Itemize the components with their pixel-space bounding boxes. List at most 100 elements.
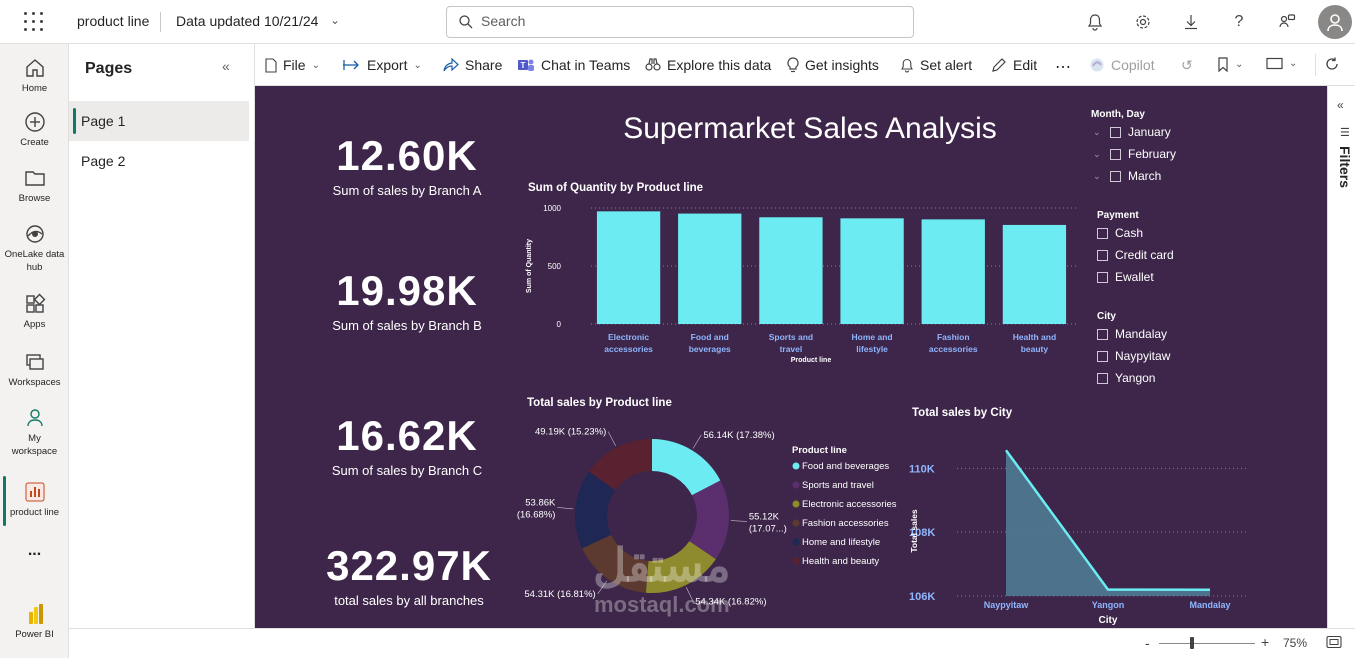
- filter-funnel-icon: ☰: [1340, 127, 1350, 139]
- checkbox[interactable]: [1097, 372, 1108, 384]
- share-button[interactable]: Share: [443, 57, 502, 73]
- x-tick-label: Food and: [691, 332, 729, 342]
- export-menu[interactable]: Export ⌄: [343, 57, 422, 73]
- checkbox[interactable]: [1097, 249, 1108, 261]
- lightbulb-icon: [787, 57, 799, 73]
- status-bar: - + 75%: [69, 628, 1355, 658]
- gear-icon[interactable]: [1132, 11, 1154, 33]
- quantity-bar-chart[interactable]: 0 500 1000 Sum of Quantity Electronic accesso…: [523, 198, 1083, 368]
- legend-item: Food and beverages: [802, 461, 889, 472]
- pages-title: Pages: [85, 60, 133, 77]
- search-input[interactable]: [481, 13, 881, 29]
- expand-icon[interactable]: «: [1337, 98, 1344, 112]
- zoom-in-button[interactable]: +: [1261, 634, 1270, 650]
- payment-option-credit-card[interactable]: Credit card: [1097, 248, 1174, 262]
- nav-home[interactable]: Home: [0, 56, 69, 95]
- report-icon: [25, 482, 44, 502]
- payment-slicer-title: Payment: [1097, 210, 1139, 221]
- chevron-down-icon[interactable]: ⌄: [1093, 148, 1101, 159]
- kpi-value-branch-b: 19.98K: [336, 267, 478, 314]
- nav-workspaces[interactable]: Workspaces: [0, 350, 69, 389]
- checkbox[interactable]: [1097, 227, 1108, 239]
- checkbox[interactable]: [1110, 126, 1121, 138]
- chevron-down-icon: ⌄: [1235, 59, 1244, 70]
- donut-slice: [575, 471, 616, 549]
- nav-apps[interactable]: Apps: [0, 292, 69, 331]
- page-tab-2[interactable]: Page 2: [81, 153, 126, 169]
- app-launcher-icon[interactable]: [24, 12, 44, 32]
- data-updated-dropdown[interactable]: Data updated 10/21/24: [176, 13, 319, 29]
- month-option-march[interactable]: ⌄ March: [1093, 169, 1161, 183]
- option-label: Ewallet: [1115, 270, 1154, 284]
- month-option-january[interactable]: ⌄ January: [1093, 125, 1171, 139]
- zoom-slider-track[interactable]: [1159, 643, 1255, 644]
- edit-button[interactable]: Edit: [991, 57, 1037, 73]
- city-option-yangon[interactable]: Yangon: [1097, 371, 1155, 385]
- x-tick-label: Naypyitaw: [984, 600, 1030, 610]
- x-tick-label: Mandalay: [1189, 600, 1230, 610]
- sales-donut-chart[interactable]: 56.14K (17.38%) 55.12K(17.07...) 54.34K (1…: [517, 416, 917, 621]
- zoom-slider-thumb[interactable]: [1190, 637, 1194, 649]
- nav-power-bi[interactable]: Power BI: [0, 602, 69, 641]
- feedback-icon[interactable]: [1276, 11, 1298, 33]
- download-icon[interactable]: [1180, 11, 1202, 33]
- person-icon: [26, 409, 43, 427]
- data-label: 49.19K (15.23%): [535, 427, 606, 438]
- chevron-down-icon: ⌄: [1289, 58, 1298, 69]
- city-option-naypyitaw[interactable]: Naypyitaw: [1097, 349, 1170, 363]
- search-box[interactable]: [446, 6, 914, 38]
- legend-item: Fashion accessories: [802, 518, 889, 529]
- bar: [840, 218, 904, 324]
- bookmark-menu[interactable]: ⌄: [1217, 57, 1243, 72]
- more-icon[interactable]: ...: [27, 542, 42, 559]
- checkbox[interactable]: [1110, 170, 1121, 182]
- legend-item: Electronic accessories: [802, 499, 897, 510]
- reset-icon[interactable]: ↺: [1181, 57, 1193, 73]
- chat-in-teams-button[interactable]: T Chat in Teams: [517, 57, 630, 73]
- payment-option-ewallet[interactable]: Ewallet: [1097, 270, 1154, 284]
- zoom-out-button[interactable]: -: [1145, 635, 1150, 651]
- chevron-down-icon[interactable]: ⌄: [1093, 126, 1101, 137]
- fit-to-page-icon[interactable]: [1326, 635, 1342, 654]
- payment-option-cash[interactable]: Cash: [1097, 226, 1143, 240]
- x-tick-label: Electronic: [608, 332, 649, 342]
- data-label: 54.31K (16.81%): [524, 589, 595, 600]
- avatar[interactable]: [1318, 5, 1352, 39]
- page-tab-1[interactable]: Page 1: [69, 101, 249, 141]
- month-option-february[interactable]: ⌄ February: [1093, 147, 1176, 161]
- checkbox[interactable]: [1110, 148, 1121, 160]
- option-label: March: [1128, 169, 1162, 183]
- chevron-down-icon[interactable]: ⌄: [330, 13, 341, 27]
- nav-create[interactable]: Create: [0, 110, 69, 149]
- set-alert-button[interactable]: Set alert: [900, 57, 972, 73]
- view-menu[interactable]: ⌄: [1266, 57, 1297, 70]
- filters-pane[interactable]: « ☰ Filters: [1327, 86, 1355, 628]
- checkbox[interactable]: [1097, 328, 1108, 340]
- nav-browse[interactable]: Browse: [0, 166, 69, 205]
- kpi-value-total: 322.97K: [326, 542, 492, 589]
- file-menu[interactable]: File ⌄: [265, 57, 320, 73]
- bar: [921, 219, 985, 324]
- city-option-mandalay[interactable]: Mandalay: [1097, 327, 1167, 341]
- x-tick-label: beverages: [689, 344, 731, 354]
- nav-onelake[interactable]: OneLake data hub: [0, 222, 69, 274]
- file-label: File: [283, 57, 306, 73]
- checkbox[interactable]: [1097, 350, 1108, 362]
- nav-my-workspace[interactable]: My workspace: [0, 406, 69, 458]
- city-area-chart[interactable]: 106K 108K 110K Total sales Naypyitaw Yangon Ma…: [907, 426, 1257, 626]
- collapse-icon[interactable]: «: [222, 58, 230, 74]
- get-insights-button[interactable]: Get insights: [787, 57, 879, 73]
- help-icon[interactable]: ?: [1234, 13, 1244, 30]
- series-line: [1004, 449, 1211, 591]
- leader-line: [607, 431, 616, 447]
- month-slicer-title: Month, Day: [1091, 109, 1145, 120]
- more-options-icon[interactable]: ⋯: [1055, 59, 1071, 76]
- bell-icon[interactable]: [1084, 11, 1106, 33]
- explore-data-button[interactable]: Explore this data: [645, 57, 771, 73]
- refresh-icon[interactable]: [1325, 57, 1339, 71]
- chevron-down-icon[interactable]: ⌄: [1093, 170, 1101, 181]
- checkbox[interactable]: [1097, 271, 1108, 283]
- x-tick-label: Fashion: [937, 332, 970, 342]
- copilot-button[interactable]: Copilot: [1089, 57, 1155, 73]
- nav-product-line[interactable]: product line: [0, 480, 69, 519]
